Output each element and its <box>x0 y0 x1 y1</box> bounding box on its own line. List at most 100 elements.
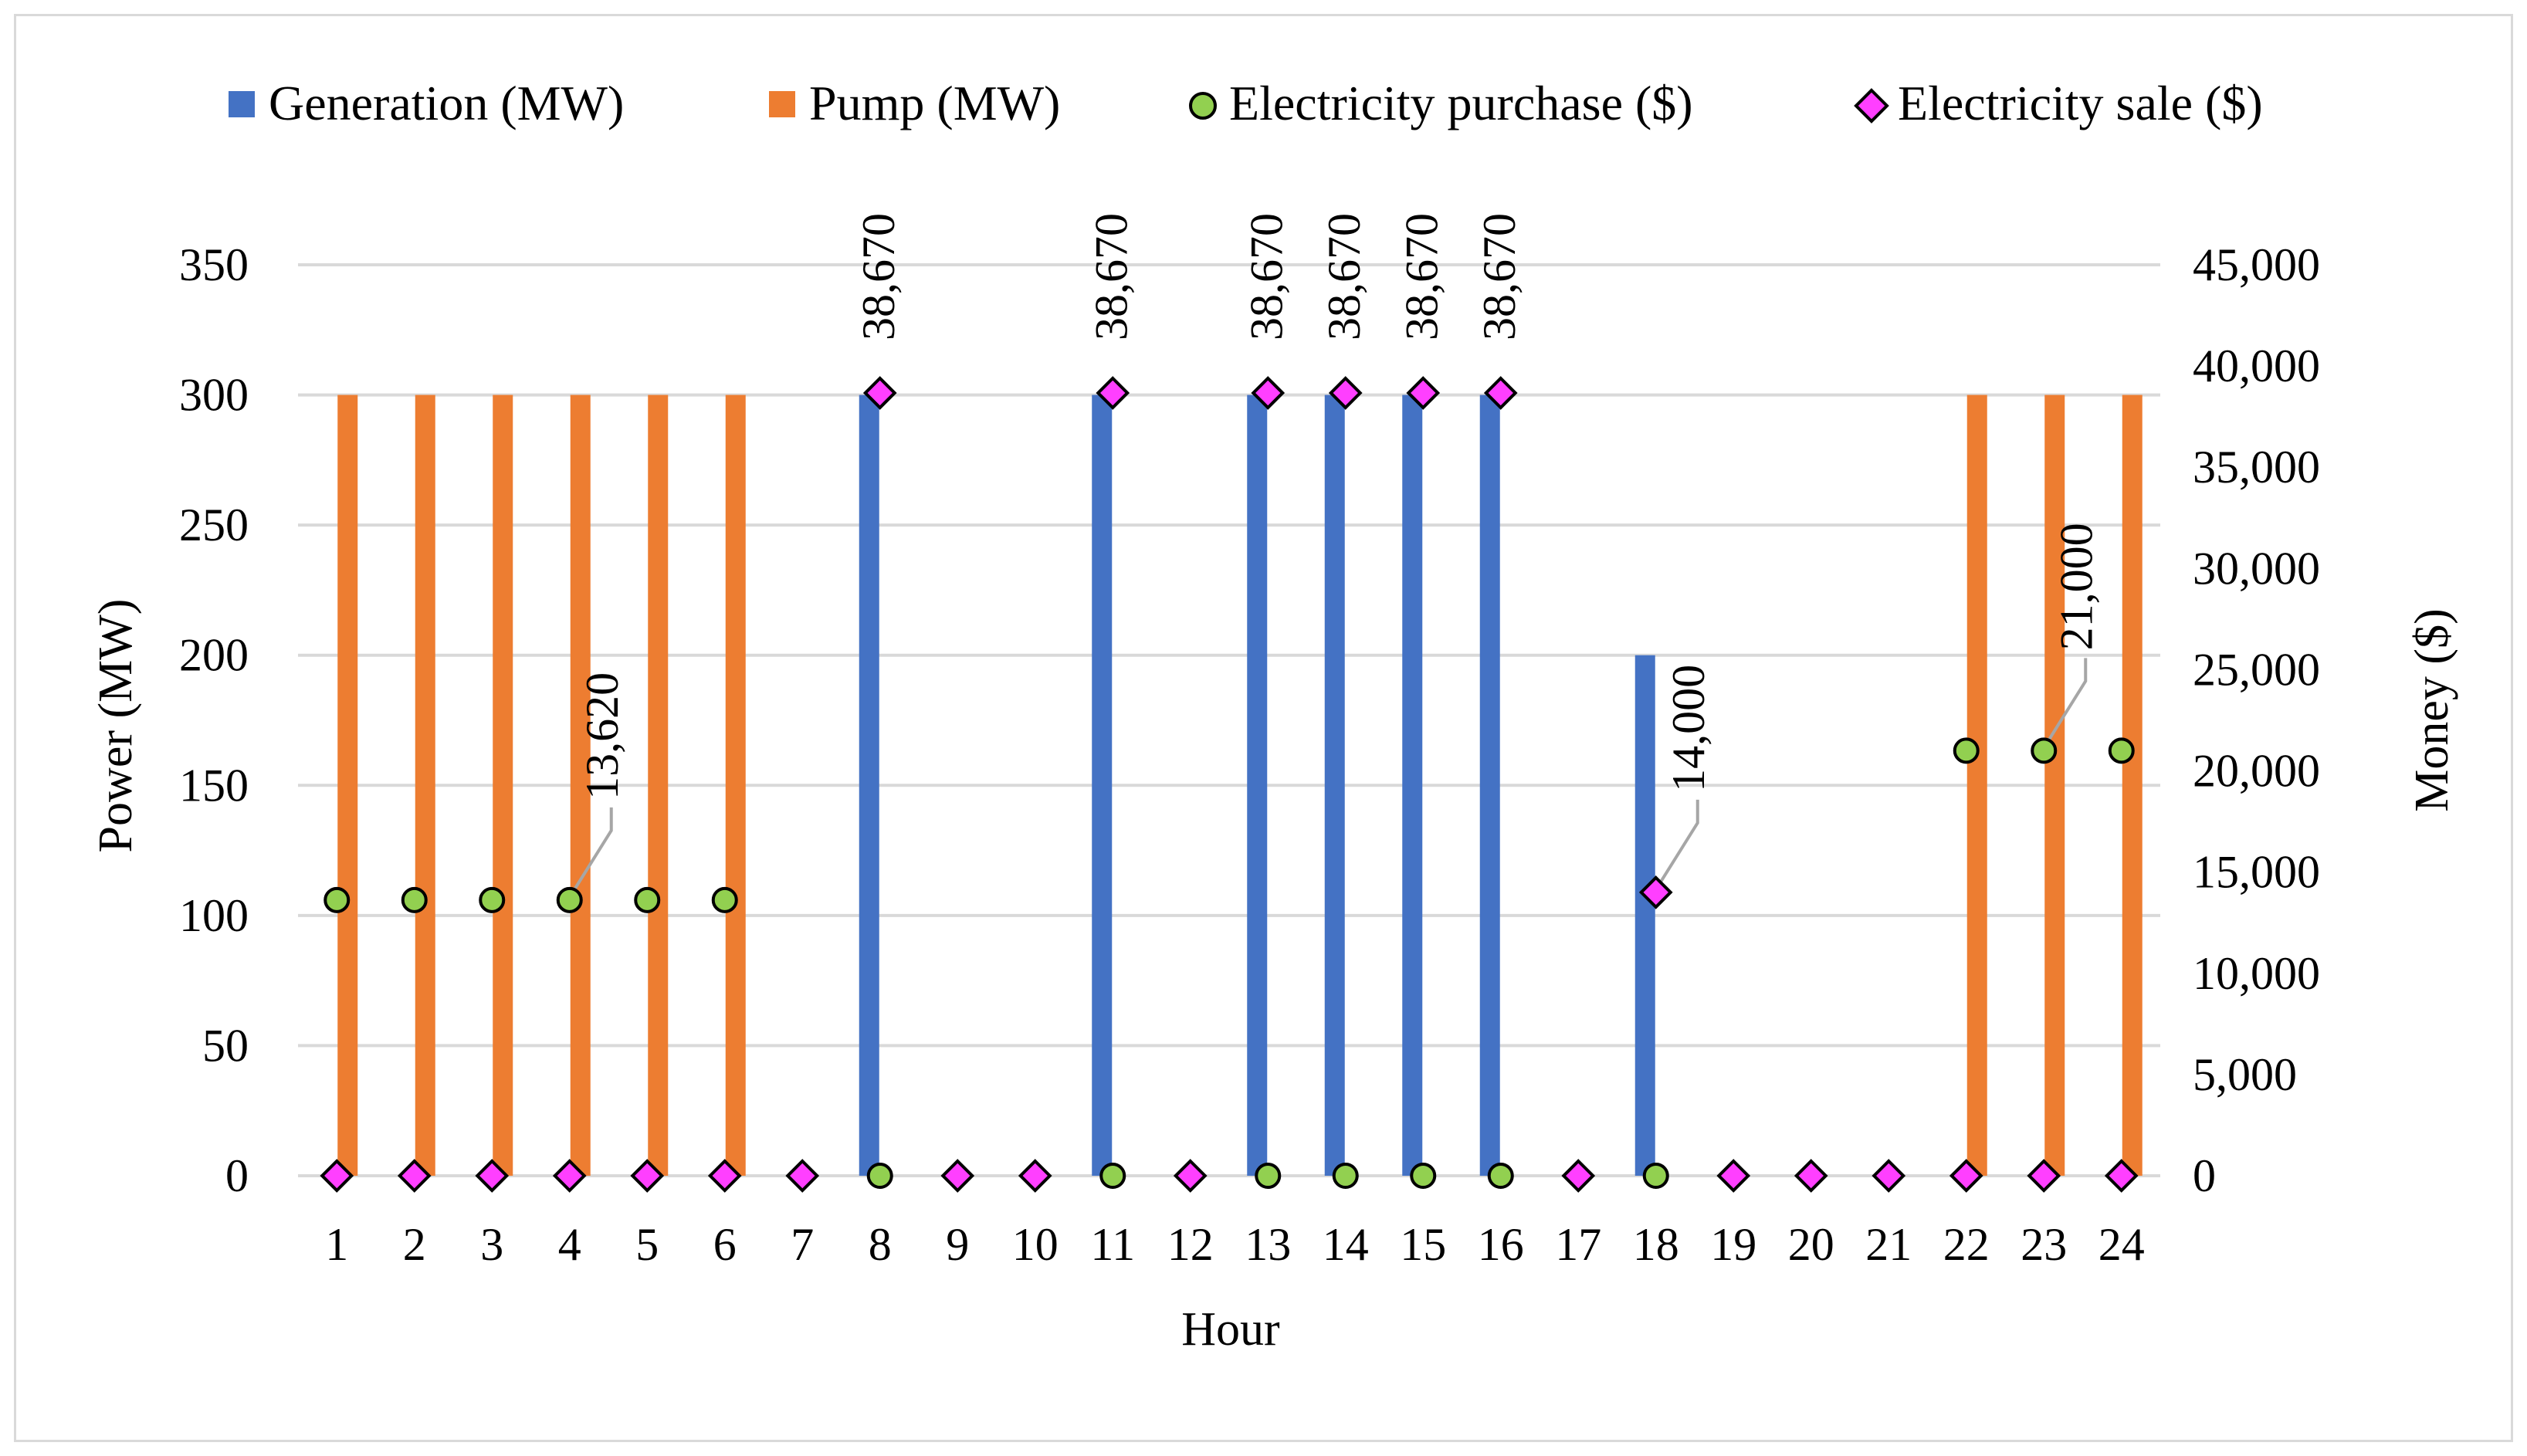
x-tick-label: 16 <box>1478 1219 1524 1270</box>
purchase-marker <box>1410 1163 1437 1189</box>
legend-swatch-purchase <box>1189 92 1217 120</box>
x-tick-label: 15 <box>1400 1219 1446 1270</box>
y2-tick-label: 40,000 <box>2193 340 2320 391</box>
purchase-marker <box>634 886 661 913</box>
y-tick-label: 0 <box>225 1150 249 1201</box>
y-tick-label: 50 <box>202 1020 249 1071</box>
legend-item-sale[interactable]: Electricity sale ($) <box>1854 76 2263 130</box>
sale-marker <box>1794 1159 1828 1193</box>
purchase-marker <box>556 886 583 913</box>
y-axis-title: Power (MW) <box>90 599 142 853</box>
purchase-marker <box>2031 737 2058 764</box>
x-tick-label: 10 <box>1012 1219 1059 1270</box>
pump-bar <box>570 394 591 1177</box>
sale-marker <box>862 376 897 410</box>
x-tick-label: 22 <box>1943 1219 1990 1270</box>
y2-axis-title: Money ($) <box>2406 608 2458 811</box>
pump-bar <box>2044 394 2065 1177</box>
leader-line <box>571 807 613 893</box>
x-tick-label: 5 <box>635 1219 659 1270</box>
purchase-marker <box>2108 737 2135 764</box>
y-tick-label: 100 <box>179 890 249 941</box>
legend-label-purchase: Electricity purchase ($) <box>1229 76 1693 130</box>
y2-tick-label: 20,000 <box>2193 746 2320 797</box>
pump-bar <box>493 394 513 1177</box>
data-label: 38,670 <box>853 213 904 340</box>
leader-line <box>2045 658 2088 744</box>
legend-swatch-pump <box>769 91 795 117</box>
legend: Generation (MW) Pump (MW) Electricity pu… <box>229 76 2263 130</box>
y2-tick-label: 0 <box>2193 1150 2216 1201</box>
sale-marker <box>630 1159 665 1193</box>
x-tick-label: 19 <box>1710 1219 1756 1270</box>
y2-tick-label: 5,000 <box>2193 1049 2297 1100</box>
y2-tick-label: 35,000 <box>2193 442 2320 493</box>
purchase-marker <box>479 886 506 913</box>
data-label: 38,670 <box>1396 213 1447 340</box>
pump-bar <box>415 394 435 1177</box>
legend-item-generation[interactable]: Generation (MW) <box>229 76 624 130</box>
purchase-marker <box>866 1163 893 1189</box>
pump-bar <box>648 394 669 1177</box>
purchase-marker <box>1953 737 1980 764</box>
x-tick-label: 13 <box>1245 1219 1291 1270</box>
generation-bar <box>1479 394 1500 1177</box>
axes: Hour Power (MW) Money ($) 05010015020025… <box>90 239 2458 1356</box>
pump-bar <box>337 394 358 1177</box>
bars <box>337 394 2143 1177</box>
x-tick-label: 23 <box>2021 1219 2067 1270</box>
data-label: 38,670 <box>1086 213 1136 340</box>
sale-marker <box>1328 376 1363 410</box>
x-tick-label: 24 <box>2098 1219 2145 1270</box>
x-tick-label: 2 <box>403 1219 426 1270</box>
x-tick-label: 20 <box>1788 1219 1834 1270</box>
x-tick-label: 7 <box>791 1219 814 1270</box>
legend-label-sale: Electricity sale ($) <box>1898 76 2263 130</box>
sale-marker <box>2104 1159 2139 1193</box>
y-tick-label: 200 <box>179 630 249 681</box>
generation-bar <box>1402 394 1423 1177</box>
legend-item-purchase[interactable]: Electricity purchase ($) <box>1189 76 1693 130</box>
data-label: 21,000 <box>2051 523 2102 650</box>
sale-marker <box>1173 1159 1208 1193</box>
gridlines <box>298 263 2160 1177</box>
sale-marker <box>1561 1159 1596 1193</box>
data-labels: 13,620 38,670 38,670 38,670 38,670 38,670 38,6… <box>577 213 2102 800</box>
y2-tick-label: 10,000 <box>2193 948 2320 999</box>
x-tick-label: 3 <box>480 1219 503 1270</box>
y-tick-label: 250 <box>179 499 249 550</box>
x-tick-label: 17 <box>1555 1219 1601 1270</box>
generation-bar <box>1092 394 1113 1177</box>
x-tick-label: 18 <box>1633 1219 1679 1270</box>
data-label: 38,670 <box>1241 213 1292 340</box>
sale-marker <box>1716 1159 1751 1193</box>
purchase-marker <box>1255 1163 1282 1189</box>
x-tick-label: 14 <box>1323 1219 1369 1270</box>
sale-marker <box>1638 875 1673 909</box>
sale-marker <box>475 1159 510 1193</box>
generation-bar <box>1324 394 1345 1177</box>
x-tick-label: 9 <box>946 1219 969 1270</box>
generation-bar <box>1247 394 1268 1177</box>
y-tick-label: 150 <box>179 760 249 811</box>
legend-label-generation: Generation (MW) <box>269 76 624 130</box>
legend-swatch-sale <box>1854 88 1889 124</box>
sale-marker <box>2027 1159 2061 1193</box>
purchase-marker <box>323 886 351 913</box>
purchase-marker <box>1487 1163 1514 1189</box>
sale-marker <box>1096 376 1130 410</box>
pump-bar <box>1966 394 1987 1177</box>
data-label: 14,000 <box>1663 665 1714 792</box>
leader-lines <box>571 658 2088 893</box>
sale-marker <box>1483 376 1518 410</box>
markers <box>320 376 2139 1193</box>
purchase-marker <box>711 886 738 913</box>
purchase-marker <box>1642 1163 1669 1189</box>
y2-tick-label: 25,000 <box>2193 644 2320 695</box>
pump-bar <box>725 394 746 1177</box>
sale-marker <box>397 1159 432 1193</box>
legend-item-pump[interactable]: Pump (MW) <box>769 76 1060 130</box>
y2-tick-label: 15,000 <box>2193 847 2320 898</box>
x-tick-label: 21 <box>1865 1219 1912 1270</box>
